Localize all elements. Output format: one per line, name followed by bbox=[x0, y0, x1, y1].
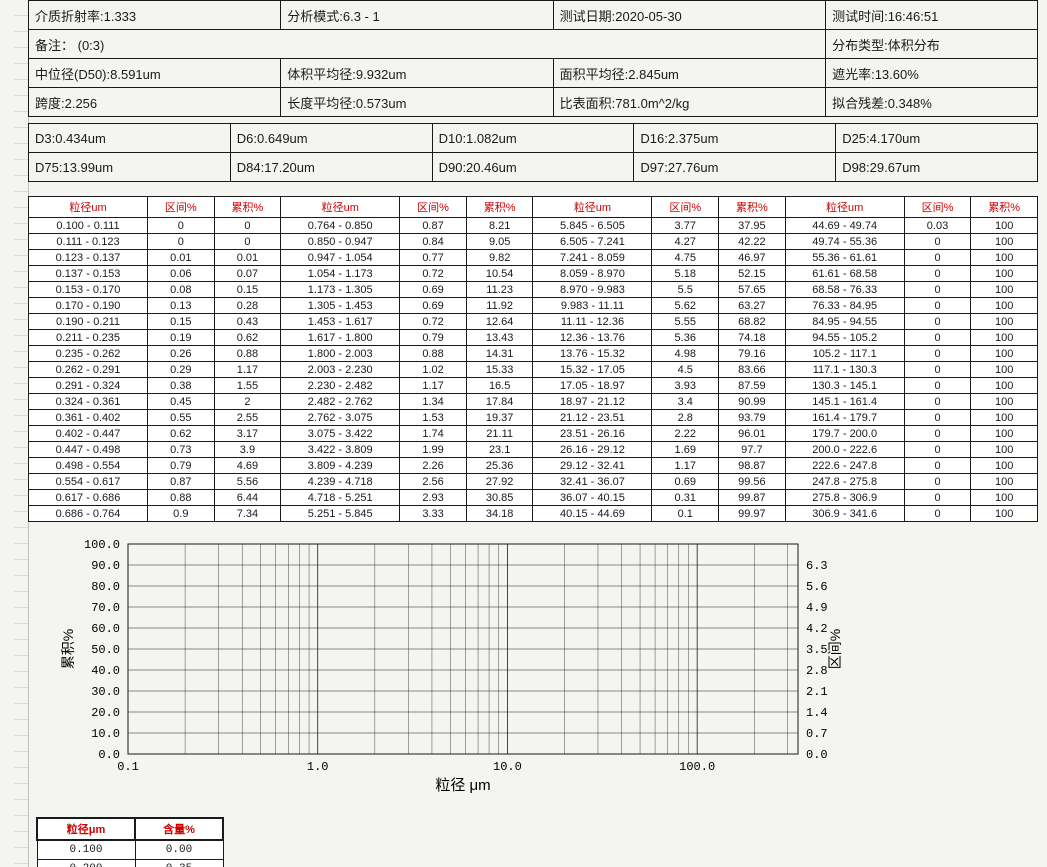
svg-text:区间%: 区间% bbox=[827, 629, 843, 669]
table-row: 0.111 - 0.123000.850 - 0.9470.849.056.50… bbox=[29, 234, 1038, 250]
svg-text:10.0: 10.0 bbox=[91, 727, 120, 741]
table-row: 0.1000.00 bbox=[37, 840, 223, 860]
info-cell: D84:17.20um bbox=[230, 153, 432, 182]
svg-text:60.0: 60.0 bbox=[91, 622, 120, 636]
info-cell: 长度平均径:0.573um bbox=[281, 88, 553, 117]
data-header: 累积% bbox=[719, 197, 786, 218]
info-table-1: 介质折射率:1.333分析模式:6.3 - 1测试日期:2020-05-30测试… bbox=[28, 0, 1038, 59]
svg-text:0.0: 0.0 bbox=[806, 748, 828, 762]
data-header: 粒径um bbox=[785, 197, 904, 218]
table-row: 0.2000.35 bbox=[37, 860, 223, 867]
table-row: 0.686 - 0.7640.97.345.251 - 5.8453.3334.… bbox=[29, 506, 1038, 522]
svg-text:4.9: 4.9 bbox=[806, 601, 828, 615]
svg-text:2.1: 2.1 bbox=[806, 685, 828, 699]
info-cell: 体积平均径:9.932um bbox=[281, 59, 553, 88]
particle-size-chart: 0.0 10.0 20.0 30.0 40.0 50.0 60.0 70.0 80.0 90.0 1… bbox=[28, 534, 848, 817]
info-cell: 面积平均径:2.845um bbox=[553, 59, 825, 88]
svg-text:3.5: 3.5 bbox=[806, 643, 828, 657]
info-cell: D6:0.649um bbox=[230, 124, 432, 153]
svg-text:0.1: 0.1 bbox=[117, 760, 139, 774]
table-row: 0.617 - 0.6860.886.444.718 - 5.2512.9330… bbox=[29, 490, 1038, 506]
distribution-data-table: 粒径um区间%累积%粒径um区间%累积%粒径um区间%累积%粒径um区间%累积%… bbox=[28, 196, 1038, 522]
info-cell: D10:1.082um bbox=[432, 124, 634, 153]
table-row: 0.137 - 0.1530.060.071.054 - 1.1730.7210… bbox=[29, 266, 1038, 282]
svg-text:70.0: 70.0 bbox=[91, 601, 120, 615]
data-header: 区间% bbox=[400, 197, 467, 218]
info-cell: D25:4.170um bbox=[836, 124, 1038, 153]
data-header: 粒径um bbox=[533, 197, 652, 218]
svg-text:2.8: 2.8 bbox=[806, 664, 828, 678]
svg-text:6.3: 6.3 bbox=[806, 559, 828, 573]
d-values-table: D3:0.434umD6:0.649umD10:1.082umD16:2.375… bbox=[28, 123, 1038, 182]
table-row: 0.262 - 0.2910.291.172.003 - 2.2301.0215… bbox=[29, 362, 1038, 378]
info-cell: D16:2.375um bbox=[634, 124, 836, 153]
svg-text:1.4: 1.4 bbox=[806, 706, 828, 720]
info-cell: 分布类型:体积分布 bbox=[826, 30, 1038, 59]
info-cell: 介质折射率:1.333 bbox=[29, 1, 281, 30]
mini-header: 粒径μm bbox=[37, 818, 135, 840]
svg-text:1.0: 1.0 bbox=[307, 760, 329, 774]
svg-text:90.0: 90.0 bbox=[91, 559, 120, 573]
table-row: 0.498 - 0.5540.794.693.809 - 4.2392.2625… bbox=[29, 458, 1038, 474]
left-gutter bbox=[0, 0, 29, 867]
summary-mini-table: 粒径μm含量% 0.1000.000.2000.350.5003.931.000… bbox=[36, 817, 224, 867]
table-row: 0.100 - 0.111000.764 - 0.8500.878.215.84… bbox=[29, 218, 1038, 234]
info-cell: 备注： (0:3) bbox=[29, 30, 826, 59]
svg-text:累积%: 累积% bbox=[60, 629, 76, 669]
info-cell: 比表面积:781.0m^2/kg bbox=[553, 88, 825, 117]
svg-text:100.0: 100.0 bbox=[679, 760, 715, 774]
svg-text:100.0: 100.0 bbox=[84, 538, 120, 552]
table-row: 0.123 - 0.1370.010.010.947 - 1.0540.779.… bbox=[29, 250, 1038, 266]
svg-text:30.0: 30.0 bbox=[91, 685, 120, 699]
table-row: 0.211 - 0.2350.190.621.617 - 1.8000.7913… bbox=[29, 330, 1038, 346]
data-header: 粒径um bbox=[29, 197, 148, 218]
svg-text:4.2: 4.2 bbox=[806, 622, 828, 636]
info-cell: D98:29.67um bbox=[836, 153, 1038, 182]
info-cell: 拟合残差:0.348% bbox=[826, 88, 1038, 117]
info-table-2: 中位径(D50):8.591um体积平均径:9.932um面积平均径:2.845… bbox=[28, 58, 1038, 117]
info-cell: 中位径(D50):8.591um bbox=[29, 59, 281, 88]
info-cell: 跨度:2.256 bbox=[29, 88, 281, 117]
svg-text:10.0: 10.0 bbox=[493, 760, 522, 774]
table-row: 0.291 - 0.3240.381.552.230 - 2.4821.1716… bbox=[29, 378, 1038, 394]
info-cell: D90:20.46um bbox=[432, 153, 634, 182]
info-cell: 分析模式:6.3 - 1 bbox=[281, 1, 553, 30]
table-row: 0.402 - 0.4470.623.173.075 - 3.4221.7421… bbox=[29, 426, 1038, 442]
info-cell: 测试时间:16:46:51 bbox=[826, 1, 1038, 30]
svg-text:0.7: 0.7 bbox=[806, 727, 828, 741]
svg-text:40.0: 40.0 bbox=[91, 664, 120, 678]
svg-text:50.0: 50.0 bbox=[91, 643, 120, 657]
table-row: 0.361 - 0.4020.552.552.762 - 3.0751.5319… bbox=[29, 410, 1038, 426]
data-header: 区间% bbox=[904, 197, 971, 218]
info-cell: D97:27.76um bbox=[634, 153, 836, 182]
table-row: 0.324 - 0.3610.4522.482 - 2.7621.3417.84… bbox=[29, 394, 1038, 410]
data-header: 累积% bbox=[466, 197, 533, 218]
svg-text:20.0: 20.0 bbox=[91, 706, 120, 720]
mini-header: 含量% bbox=[135, 818, 223, 840]
data-header: 累积% bbox=[214, 197, 281, 218]
data-header: 累积% bbox=[971, 197, 1038, 218]
table-row: 0.235 - 0.2620.260.881.800 - 2.0030.8814… bbox=[29, 346, 1038, 362]
table-row: 0.170 - 0.1900.130.281.305 - 1.4530.6911… bbox=[29, 298, 1038, 314]
table-row: 0.153 - 0.1700.080.151.173 - 1.3050.6911… bbox=[29, 282, 1038, 298]
info-cell: D75:13.99um bbox=[29, 153, 231, 182]
table-row: 0.554 - 0.6170.875.564.239 - 4.7182.5627… bbox=[29, 474, 1038, 490]
data-header: 粒径um bbox=[281, 197, 400, 218]
svg-text:80.0: 80.0 bbox=[91, 580, 120, 594]
info-cell: 遮光率:13.60% bbox=[826, 59, 1038, 88]
table-row: 0.447 - 0.4980.733.93.422 - 3.8091.9923.… bbox=[29, 442, 1038, 458]
table-row: 0.190 - 0.2110.150.431.453 - 1.6170.7212… bbox=[29, 314, 1038, 330]
data-header: 区间% bbox=[652, 197, 719, 218]
info-cell: D3:0.434um bbox=[29, 124, 231, 153]
svg-text:粒径 μm: 粒径 μm bbox=[435, 777, 490, 794]
info-cell: 测试日期:2020-05-30 bbox=[553, 1, 825, 30]
svg-text:5.6: 5.6 bbox=[806, 580, 828, 594]
data-header: 区间% bbox=[147, 197, 214, 218]
